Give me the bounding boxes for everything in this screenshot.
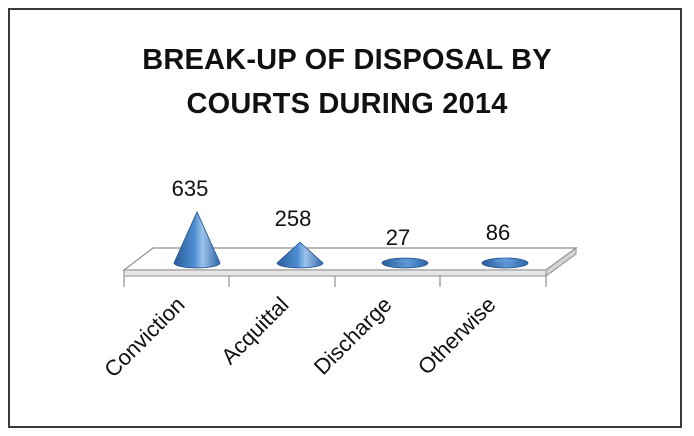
x-tick-label-otherwise: Otherwise xyxy=(413,292,501,380)
cone-discharge xyxy=(381,257,429,269)
cone-base-discharge xyxy=(381,257,429,269)
cone-base-otherwise xyxy=(481,257,529,269)
chart-title-line-1: BREAK-UP OF DISPOSAL BY xyxy=(142,44,552,76)
chart-frame xyxy=(8,8,682,428)
chart-title-line-2: COURTS DURING 2014 xyxy=(186,88,508,120)
data-label-conviction: 635 xyxy=(172,176,209,201)
x-tick-label-conviction: Conviction xyxy=(99,292,189,382)
cone-conviction xyxy=(173,210,221,269)
cone-acquittal xyxy=(276,241,324,269)
cone-body-conviction xyxy=(173,210,221,269)
cone-otherwise xyxy=(481,257,529,269)
data-label-acquittal: 258 xyxy=(275,206,312,231)
cone-series xyxy=(173,210,529,269)
data-label-discharge: 27 xyxy=(386,225,410,250)
x-tick-label-acquittal: Acquittal xyxy=(216,292,293,369)
x-axis-tick-labels: Conviction Acquittal Discharge Otherwise xyxy=(99,292,500,382)
x-axis-ticks xyxy=(123,276,547,287)
x-tick-label-discharge: Discharge xyxy=(309,292,397,380)
data-label-otherwise: 86 xyxy=(486,220,510,245)
chart-title: BREAK-UP OF DISPOSAL BY COURTS DURING 20… xyxy=(0,38,694,126)
data-labels: 635 258 27 86 xyxy=(172,176,511,250)
plot-floor xyxy=(122,247,578,277)
cone-body-acquittal xyxy=(276,241,324,269)
